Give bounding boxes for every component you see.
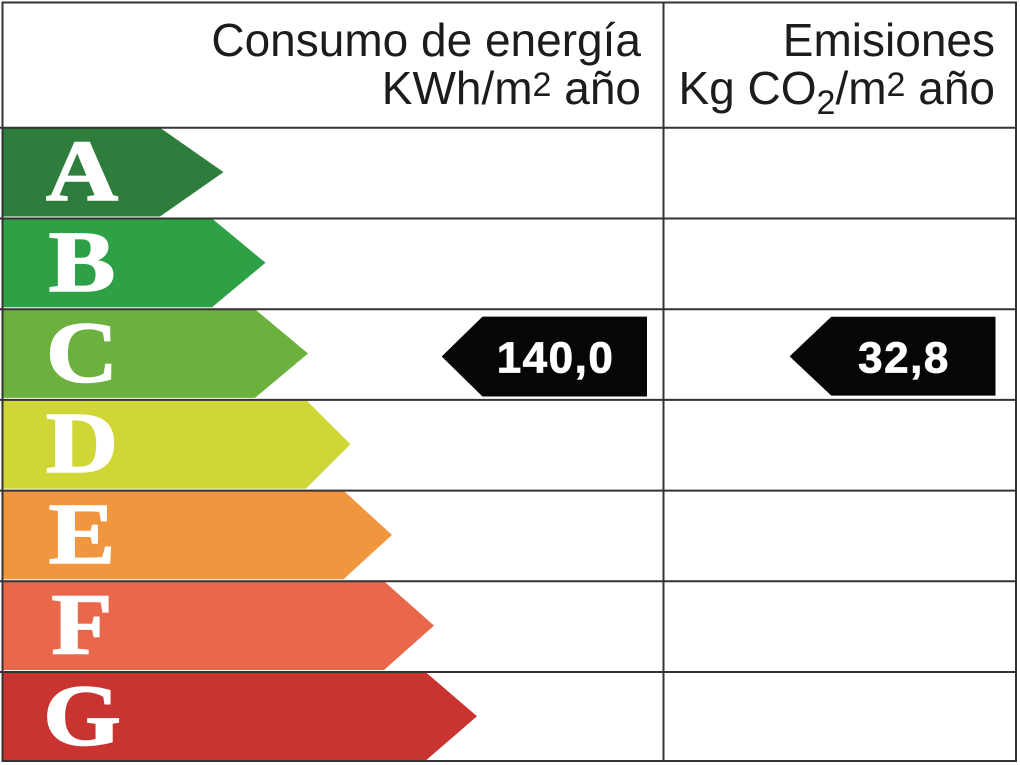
svg-text:140,0: 140,0 <box>497 334 615 383</box>
svg-text:B: B <box>49 214 116 311</box>
svg-text:D: D <box>46 395 118 492</box>
svg-text:C: C <box>46 304 118 401</box>
svg-text:32,8: 32,8 <box>858 333 950 382</box>
svg-text:Consumo de energía: Consumo de energía <box>211 14 641 66</box>
svg-text:E: E <box>49 486 116 583</box>
svg-text:Kg CO2/m2 año: Kg CO2/m2 año <box>678 62 995 122</box>
svg-text:G: G <box>43 667 121 764</box>
svg-text:F: F <box>51 577 112 674</box>
svg-text:A: A <box>46 123 119 220</box>
svg-text:KWh/m2 año: KWh/m2 año <box>382 62 641 114</box>
svg-text:Emisiones: Emisiones <box>783 14 995 66</box>
